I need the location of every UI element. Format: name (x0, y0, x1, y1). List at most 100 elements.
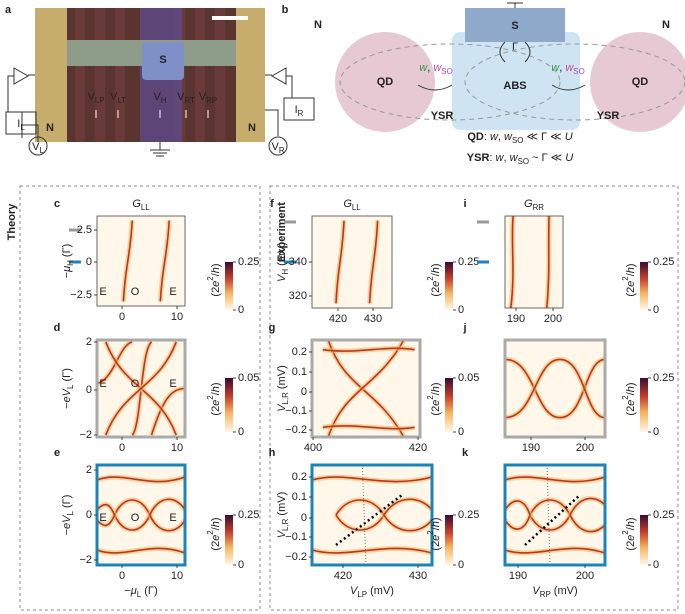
x-axis-label: VRP (mV) (532, 585, 577, 599)
text-span: (2 (625, 406, 637, 416)
text-span: RR (533, 203, 545, 212)
text-span: (2 (210, 287, 222, 297)
colorbar-tick-label: 0 (238, 426, 244, 438)
section-label: Theory (6, 203, 18, 241)
text-span: (mV) (276, 365, 288, 392)
feature-line (505, 515, 530, 529)
text-span: (2 (625, 287, 637, 297)
text-span: V (177, 91, 185, 103)
colorbar-tick-label: 0.25 (653, 509, 674, 521)
text-span: / (625, 272, 637, 276)
region-label: E (99, 512, 106, 524)
text-span: LP (95, 96, 105, 105)
superconductor-label: S (511, 20, 518, 32)
text-span: (mV) (551, 585, 578, 597)
text-span: 2 (206, 530, 215, 534)
gate-label: VRT (177, 91, 195, 105)
heatmap-features (97, 477, 185, 553)
region-label: E (169, 512, 176, 524)
colorbar-label: (2e2/h) (426, 517, 442, 550)
theory-box (19, 185, 261, 611)
lead-label: N (314, 19, 322, 31)
text-span: w (565, 62, 574, 74)
text-span: e (430, 400, 442, 406)
colorbar (640, 262, 648, 310)
text-span: w (551, 62, 560, 74)
y-tick-label: 0 (301, 512, 307, 524)
colorbar (225, 515, 233, 565)
panel-title: GRR (524, 198, 544, 212)
colorbar (445, 378, 453, 432)
text-span: e (430, 281, 442, 287)
section-label: Experiment (276, 202, 288, 262)
regime-line: YSR: w, wSO ~ Γ ≪ U (467, 152, 573, 166)
text-span: (2 (430, 287, 442, 297)
text-span: (2 (430, 406, 442, 416)
feature-line (97, 477, 185, 482)
colorbar-tick-label: 0 (653, 559, 659, 571)
heatmap-features (123, 221, 169, 302)
text-span: 2 (426, 276, 435, 280)
y-tick-label: 320 (289, 290, 307, 302)
x-tick-label: 190 (522, 442, 540, 454)
feature-line (312, 548, 432, 553)
colorbar (445, 262, 453, 310)
panel-letter: h (269, 447, 276, 459)
regime-line: QD: w, wSO ≪ Γ ≪ U (467, 131, 572, 145)
text-span: R (279, 146, 285, 155)
heatmap (312, 340, 420, 437)
feature-line (505, 501, 530, 515)
text-span: L (66, 384, 75, 389)
x-axis-label: VLP (mV) (350, 585, 394, 599)
text-span: , (504, 152, 510, 164)
region-label: O (131, 378, 140, 390)
text-span: RP (206, 96, 217, 105)
voltage-label: VL (32, 141, 44, 155)
heatmap-features (312, 465, 432, 565)
panel-letter: a (5, 4, 12, 16)
colorbar-label: (2e2/h) (206, 517, 222, 550)
x-tick-label: 200 (544, 313, 562, 325)
heatmap-features (97, 342, 185, 435)
colorbar-tick-label: 0 (458, 426, 464, 438)
tunnel-label: w, wSO (551, 62, 584, 76)
circuit (5, 67, 315, 157)
x-tick-label: 10 (171, 570, 183, 582)
text-span: SO (518, 157, 529, 166)
text-span: : (489, 152, 495, 164)
colorbar-tick-label: 0 (458, 559, 464, 571)
feature-line (150, 515, 185, 531)
tunnel-label: w, wSO (419, 62, 452, 76)
experiment-box (269, 185, 679, 611)
text-span: L,R (281, 392, 290, 405)
text-span: ) (625, 382, 637, 386)
guide-line (525, 495, 580, 545)
axes-frame (503, 463, 607, 567)
panel-letter: i (463, 198, 466, 210)
x-tick-label: 400 (304, 442, 322, 454)
panel-title: GLL (132, 198, 150, 212)
feature-line (505, 548, 605, 553)
x-tick-label: 0 (119, 442, 125, 454)
x-tick-label: 200 (576, 442, 594, 454)
lead-label: N (46, 122, 54, 134)
text-span: 2 (621, 530, 630, 534)
x-tick-label: 420 (329, 313, 347, 325)
feature-line (323, 348, 415, 351)
text-span: / (210, 391, 222, 395)
x-tick-label: 200 (576, 570, 594, 582)
text-span: / (430, 391, 442, 395)
heatmap-features (336, 221, 378, 304)
x-axis-label: −μL (Γ) (124, 585, 157, 599)
x-tick-label: 420 (334, 570, 352, 582)
text-span: V (110, 91, 118, 103)
colorbar-tick-label: 0 (238, 304, 244, 316)
text-span: LT (117, 96, 126, 105)
y-tick-label: −2.5 (70, 289, 92, 301)
colorbar-label: (2e2/h) (621, 382, 637, 415)
text-span: (mV) (276, 242, 288, 269)
text-span: ) (430, 263, 442, 267)
text-span: SO (441, 67, 452, 76)
x-tick-label: 430 (409, 570, 427, 582)
x-tick-label: 10 (171, 442, 183, 454)
